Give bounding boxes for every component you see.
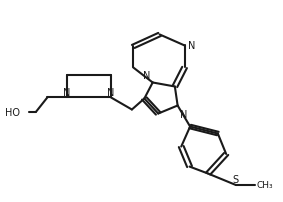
Text: N: N [188,41,195,51]
Text: N: N [107,88,115,98]
Text: N: N [143,71,150,81]
Text: N: N [180,109,187,119]
Text: S: S [233,174,239,184]
Text: HO: HO [5,107,20,117]
Text: CH₃: CH₃ [257,181,273,189]
Text: N: N [63,88,70,98]
